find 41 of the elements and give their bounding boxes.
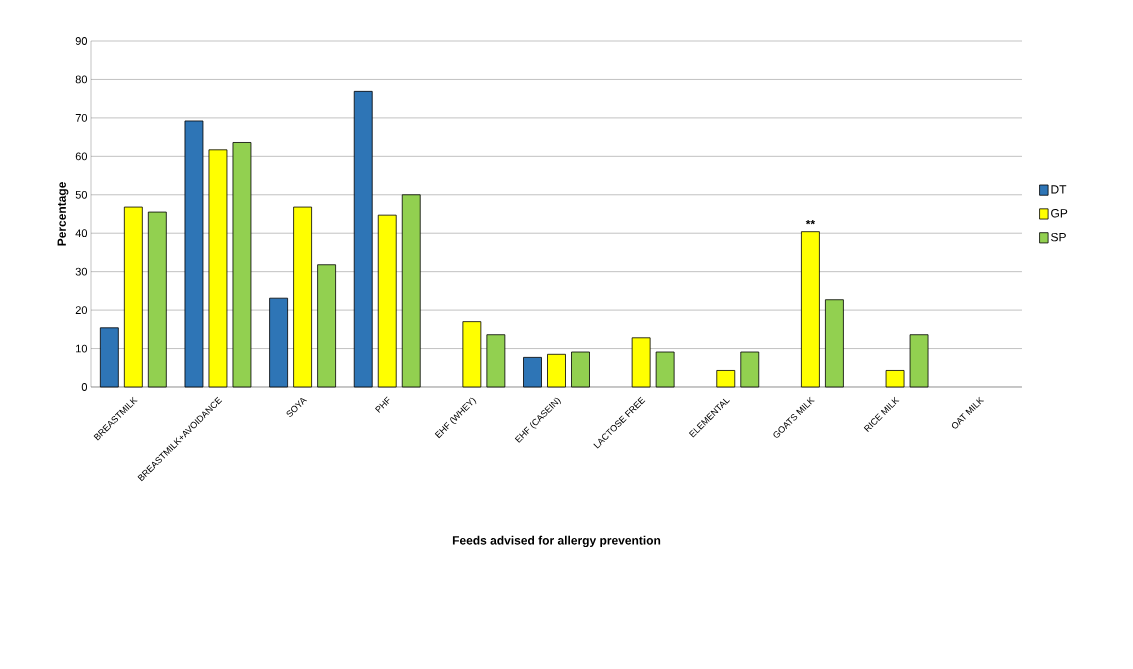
bar [147,211,167,388]
bar [269,297,288,388]
bar [99,327,119,388]
bar [801,231,820,388]
bar [571,351,590,388]
bar [184,120,204,388]
x-axis-title: Feeds advised for allergy prevention [452,535,661,548]
bar [317,264,336,388]
bar [377,214,397,388]
bar [462,321,482,388]
y-tick-label: 90 [75,37,88,45]
bar [631,337,651,388]
annotation: ** [805,219,816,225]
bar [208,149,228,388]
y-axis-title: Percentage [57,182,69,246]
y-tick-label: 70 [75,114,88,122]
bar [825,299,844,388]
bar [401,194,421,388]
y-tick-label: 20 [75,306,88,314]
bar [353,90,373,388]
bar [123,206,143,388]
y-tick-label: 10 [76,344,88,353]
y-tick-label: 80 [75,75,88,84]
bar [486,334,506,388]
bar [293,206,312,388]
bar [885,370,905,388]
y-tick-label: 50 [75,190,88,199]
legend-label: GP [1051,209,1068,218]
bar [523,356,542,388]
bar [655,351,675,388]
bar [547,353,566,388]
bar [716,370,736,388]
legend-label: DT [1051,185,1067,194]
y-tick-label: 30 [75,267,88,276]
y-tick-label: 60 [75,152,88,161]
legend-label: SP [1051,232,1066,242]
y-tick-label: 40 [75,229,88,238]
bar [740,351,760,388]
y-tick-label: 0 [81,383,88,391]
bar [232,142,252,388]
bar [909,334,929,388]
